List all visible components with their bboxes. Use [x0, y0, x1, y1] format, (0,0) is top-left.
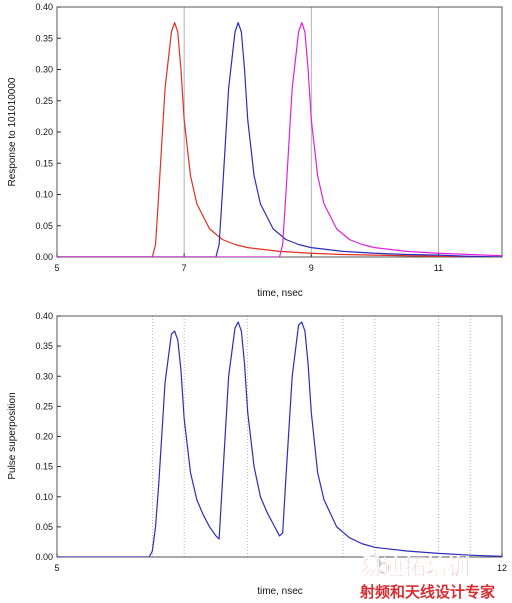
y-tick-label: 0.05	[35, 522, 53, 532]
y-tick-label: 0.10	[35, 492, 53, 502]
y-axis-title: Response to 101010000	[7, 77, 18, 186]
y-tick-label: 0.40	[35, 311, 53, 321]
y-tick-label: 0.30	[35, 65, 53, 75]
watermark-main-text: 易迪拓培训	[360, 555, 470, 581]
plot-frame	[56, 315, 503, 558]
y-tick-label: 0.35	[35, 33, 53, 43]
y-tick-label: 0.30	[35, 371, 53, 381]
y-tick-label: 0.05	[35, 221, 53, 231]
y-tick-label: 0.15	[35, 158, 53, 168]
x-tick-label: 5	[54, 263, 59, 273]
x-tick-label: 12	[497, 563, 507, 573]
series-line	[57, 321, 502, 557]
y-tick-label: 0.10	[35, 190, 53, 200]
x-tick-label: 7	[182, 263, 187, 273]
response-chart: 0.00 0.05 0.10 0.15 0.20 0.25 0.30 0.35 0.40 5 7 9 1…	[7, 2, 503, 299]
superposition-chart: 0.00 0.05 0.10 0.15 0.20 0.25 0.30 0.35 0.40 5 12 t…	[7, 311, 507, 597]
watermark: 易迪拓培训 射频和天线设计专家	[359, 555, 495, 601]
y-tick-label: 0.00	[35, 552, 53, 562]
x-tick-label: 9	[309, 263, 314, 273]
y-tick-label: 0.25	[35, 96, 53, 106]
y-tick-label: 0.25	[35, 401, 53, 411]
series-line	[57, 22, 502, 257]
y-tick-label: 0.20	[35, 432, 53, 442]
watermark-sub-text: 射频和天线设计专家	[359, 583, 495, 601]
y-tick-label: 0.15	[35, 462, 53, 472]
x-axis-title: time, nsec	[257, 586, 303, 597]
x-tick-label: 5	[54, 563, 59, 573]
y-tick-label: 0.35	[35, 341, 53, 351]
y-tick-label: 0.00	[35, 252, 53, 262]
series-line	[57, 22, 502, 257]
y-tick-label: 0.20	[35, 127, 53, 137]
watermark-logo	[365, 555, 390, 574]
x-axis-title: time, nsec	[257, 288, 303, 299]
plot-frame	[56, 6, 503, 258]
y-tick-label: 0.40	[35, 2, 53, 12]
series-line	[57, 22, 502, 257]
x-tick-label: 11	[434, 263, 443, 273]
y-axis-title: Pulse superposition	[7, 392, 18, 479]
